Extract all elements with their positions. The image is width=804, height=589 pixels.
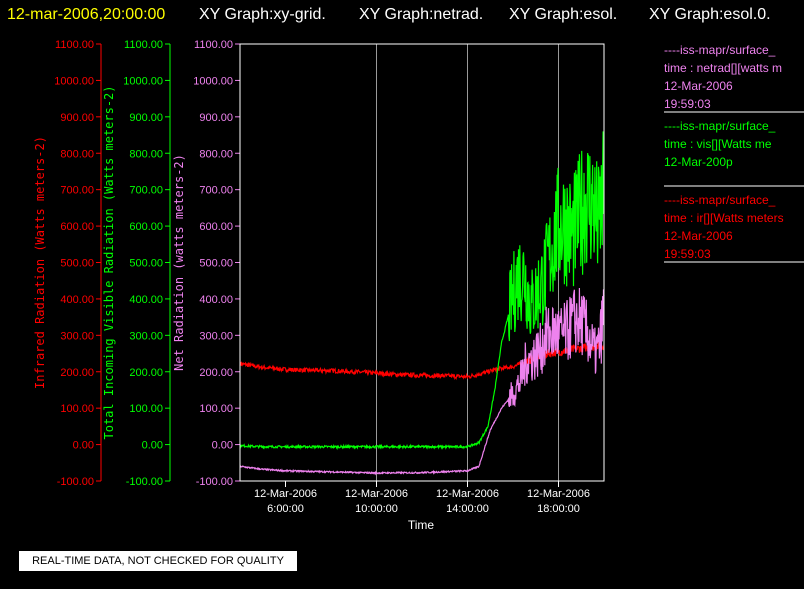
y-tick-label: 200.00: [199, 367, 233, 379]
graph-title-esol: XY Graph:esol.: [509, 6, 617, 23]
y-tick-label: 400.00: [60, 294, 94, 306]
series-layer: [239, 131, 605, 476]
y-tick-label: 900.00: [60, 112, 94, 124]
legend-text: ----iss-mapr/surface_: [664, 119, 776, 133]
x-tick-label: 12-Mar-2006: [254, 488, 317, 500]
y-tick-label: 800.00: [129, 148, 163, 160]
y-tick-label: 600.00: [129, 221, 163, 233]
y-tick-label: 400.00: [129, 294, 163, 306]
y-tick-label: 700.00: [199, 185, 233, 197]
y-tick-label: -100.00: [57, 476, 94, 488]
legend-text: ----iss-mapr/surface_: [664, 193, 776, 207]
y-tick-label: 300.00: [60, 330, 94, 342]
y-tick-label: 800.00: [199, 148, 233, 160]
graph-title-esol-0: XY Graph:esol.0.: [649, 6, 771, 23]
axes-layer: -100.00 0.00 100.00 200.00 300.00 400.00 500.0…: [33, 39, 590, 515]
legend-text: time : ir[][Watts meters: [664, 211, 784, 225]
y-axis-title: Infrared Radiation (Watts meters-2): [33, 136, 47, 389]
header-timestamp: 12-mar-2006,20:00:00: [7, 6, 165, 23]
y-tick-label: 1100.00: [194, 39, 233, 51]
y-tick-label: 200.00: [129, 367, 163, 379]
quality-warning-badge: REAL-TIME DATA, NOT CHECKED FOR QUALITY: [19, 551, 297, 571]
x-tick-label: 12-Mar-2006: [527, 488, 590, 500]
legend-text: 12-Mar-2006: [664, 79, 733, 93]
y-tick-label: 200.00: [60, 367, 94, 379]
legend-text: 19:59:03: [664, 247, 711, 261]
y-tick-label: 700.00: [129, 185, 163, 197]
y-tick-label: 0.00: [212, 440, 233, 452]
x-tick-label: 14:00:00: [446, 503, 489, 515]
x-tick-label: 12-Mar-2006: [436, 488, 499, 500]
legend: ----iss-mapr/surface_time : netrad[][wat…: [664, 43, 804, 263]
y-tick-label: 100.00: [199, 403, 233, 415]
x-axis-title: Time: [408, 518, 435, 532]
y-tick-label: -100.00: [196, 476, 233, 488]
y-tick-label: 1000.00: [54, 75, 94, 87]
grid-layer: [376, 44, 559, 481]
graph-title-xy-grid: XY Graph:xy-grid.: [199, 6, 326, 23]
y-tick-label: 900.00: [199, 112, 233, 124]
y-tick-label: 600.00: [199, 221, 233, 233]
y-tick-label: 1100.00: [124, 39, 163, 51]
legend-text: 19:59:03: [664, 97, 711, 111]
legend-text: 12-Mar-2006: [664, 229, 733, 243]
y-axis-title: Total Incoming Visible Radiation (Watts …: [102, 85, 116, 439]
y-tick-label: 500.00: [60, 258, 94, 270]
y-tick-label: 600.00: [60, 221, 94, 233]
y-tick-label: 100.00: [60, 403, 94, 415]
graph-title-netrad: XY Graph:netrad.: [359, 6, 483, 23]
legend-text: time : vis[][Watts me: [664, 137, 772, 151]
y-tick-label: 900.00: [129, 112, 163, 124]
x-tick-label: 18:00:00: [537, 503, 580, 515]
y-tick-label: 100.00: [129, 403, 163, 415]
y-tick-label: 500.00: [129, 258, 163, 270]
legend-text: 12-Mar-200p: [664, 155, 733, 169]
x-tick-label: 6:00:00: [267, 503, 304, 515]
y-tick-label: 400.00: [199, 294, 233, 306]
y-tick-label: -100.00: [126, 476, 163, 488]
legend-text: time : netrad[][watts m: [664, 61, 782, 75]
data-series-line: [239, 287, 605, 476]
y-tick-label: 0.00: [142, 440, 163, 452]
y-tick-label: 300.00: [129, 330, 163, 342]
data-series-line: [239, 131, 605, 451]
x-tick-label: 12-Mar-2006: [345, 488, 408, 500]
y-tick-label: 700.00: [60, 185, 94, 197]
y-tick-label: 800.00: [60, 148, 94, 160]
y-tick-label: 1100.00: [55, 39, 94, 51]
y-tick-label: 1000.00: [123, 75, 163, 87]
y-tick-label: 1000.00: [193, 75, 233, 87]
y-tick-label: 300.00: [199, 330, 233, 342]
plot-frame: [239, 43, 605, 482]
legend-text: ----iss-mapr/surface_: [664, 43, 776, 57]
y-tick-label: 500.00: [199, 258, 233, 270]
x-tick-label: 10:00:00: [355, 503, 398, 515]
y-axis-title: Net Radiation (watts meters-2): [172, 154, 186, 371]
y-tick-label: 0.00: [73, 440, 94, 452]
